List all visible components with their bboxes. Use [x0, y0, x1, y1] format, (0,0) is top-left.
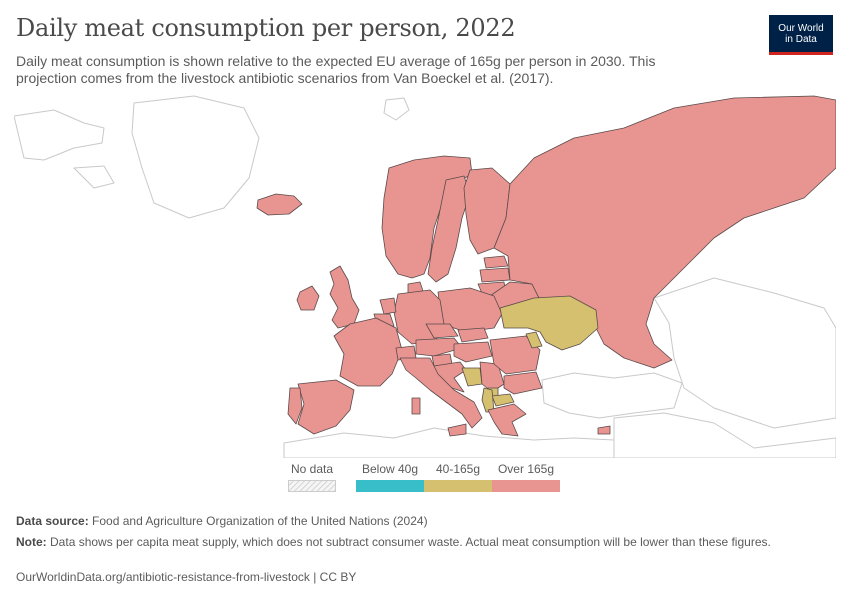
- country-ukraine: [499, 295, 599, 351]
- region-svalbard: [383, 97, 410, 121]
- country-united-kingdom: [329, 265, 360, 329]
- legend-no-data-label: No data: [290, 462, 334, 476]
- country-portugal: [287, 387, 303, 425]
- country-hungary: [453, 341, 493, 363]
- country-estonia: [483, 255, 509, 269]
- country-france: [333, 317, 403, 387]
- region-north-africa: [283, 427, 615, 458]
- region-turkey: [541, 372, 683, 419]
- legend-swatch-over-165[interactable]: [492, 480, 560, 492]
- country-bulgaria: [503, 371, 543, 395]
- region-greenland: [131, 95, 260, 219]
- legend-bin-40-165-label: 40-165g: [435, 462, 481, 476]
- chart-title: Daily meat consumption per person, 2022: [16, 14, 516, 42]
- country-slovakia: [457, 327, 489, 343]
- legend-swatch-below-40[interactable]: [356, 480, 424, 492]
- europe-map[interactable]: [14, 88, 836, 458]
- country-sicily: [447, 423, 467, 437]
- country-iceland: [256, 193, 303, 216]
- legend-swatch-40-165[interactable]: [424, 480, 492, 492]
- source-text: Food and Agriculture Organization of the…: [92, 514, 428, 528]
- chart-subtitle: Daily meat consumption is shown relative…: [16, 53, 656, 86]
- country-austria: [415, 337, 463, 357]
- country-shapes: [256, 95, 836, 437]
- country-finland: [463, 167, 511, 255]
- footer-source: Data source: Food and Agriculture Organi…: [16, 514, 428, 528]
- region-arctic-islands: [73, 165, 115, 189]
- country-bosnia: [461, 367, 483, 387]
- legend-bin-below-40-label: Below 40g: [361, 462, 419, 476]
- note-label: Note:: [16, 535, 47, 549]
- country-albania: [481, 387, 495, 413]
- country-cyprus: [597, 425, 611, 435]
- country-greece: [487, 403, 527, 437]
- no-data-outlines: [14, 95, 836, 458]
- country-moldova: [525, 331, 543, 349]
- country-romania: [489, 335, 541, 375]
- note-text: Data shows per capita meat supply, which…: [50, 535, 771, 549]
- country-ireland: [296, 285, 320, 311]
- country-spain: [297, 379, 355, 435]
- country-north-macedonia: [491, 393, 515, 407]
- legend-bin-over-165-label: Over 165g: [497, 462, 555, 476]
- footer-url[interactable]: OurWorldinData.org/antibiotic-resistance…: [16, 570, 357, 584]
- owid-logo[interactable]: Our World in Data: [769, 15, 833, 55]
- country-russia: [493, 95, 836, 369]
- country-italy: [399, 357, 483, 429]
- legend-no-data-swatch[interactable]: [288, 480, 336, 492]
- country-netherlands: [379, 297, 397, 315]
- region-central-asia: [653, 277, 836, 429]
- region-middle-east: [613, 412, 836, 458]
- region-north-america: [14, 109, 105, 161]
- country-czechia: [425, 323, 459, 339]
- country-sardinia: [411, 397, 421, 415]
- logo-line-1: Our World: [778, 22, 824, 34]
- logo-line-2: in Data: [785, 33, 817, 45]
- country-latvia: [479, 267, 511, 283]
- source-label: Data source:: [16, 514, 89, 528]
- footer-note: Note: Data shows per capita meat supply,…: [16, 535, 806, 549]
